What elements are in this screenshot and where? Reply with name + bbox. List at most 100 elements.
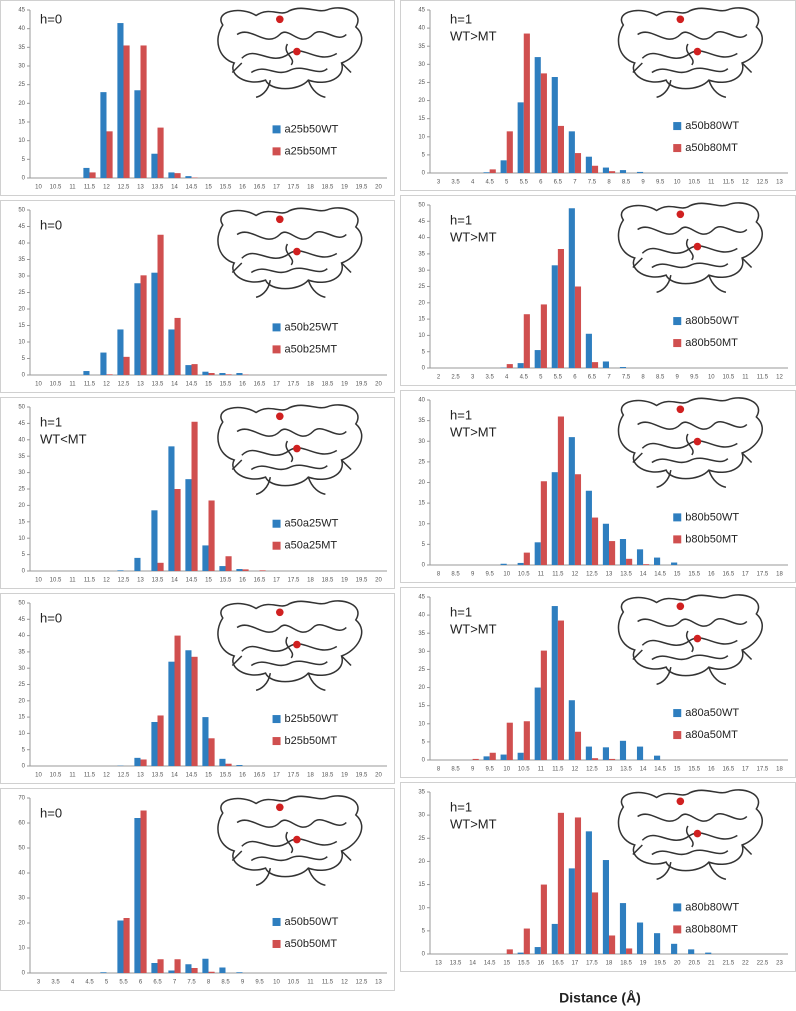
bar bbox=[259, 570, 266, 571]
bar bbox=[106, 131, 113, 178]
residue-marker bbox=[276, 803, 284, 812]
y-tick-label: 40 bbox=[418, 398, 425, 404]
x-tick-label: 12.5 bbox=[586, 572, 598, 578]
annotation: h=0 bbox=[40, 217, 62, 232]
bar bbox=[517, 562, 524, 565]
y-tick-label: 15 bbox=[18, 519, 25, 525]
bar bbox=[540, 304, 547, 368]
bar bbox=[123, 918, 130, 973]
bar bbox=[557, 416, 564, 565]
x-tick-label: 15 bbox=[205, 185, 212, 191]
bar bbox=[619, 903, 627, 954]
x-tick-label: 2.5 bbox=[451, 375, 460, 381]
bar bbox=[557, 125, 564, 173]
y-tick-label: 5 bbox=[22, 747, 26, 753]
y-tick-label: 40 bbox=[18, 871, 25, 877]
y-tick-label: 35 bbox=[418, 251, 425, 257]
y-tick-label: 15 bbox=[18, 715, 25, 721]
protein-structure bbox=[617, 397, 763, 488]
y-tick-label: 50 bbox=[418, 203, 425, 209]
residue-marker bbox=[693, 47, 702, 56]
x-tick-label: 13 bbox=[137, 382, 144, 388]
x-tick-label: 11.5 bbox=[84, 382, 96, 388]
bar bbox=[636, 746, 644, 760]
protein-structure bbox=[217, 600, 363, 691]
bar bbox=[242, 569, 249, 571]
x-tick-label: 12 bbox=[776, 375, 783, 381]
x-tick-label: 8 bbox=[437, 572, 441, 578]
bar bbox=[551, 265, 558, 368]
x-tick-label: 19.5 bbox=[356, 185, 368, 191]
bar bbox=[191, 421, 198, 571]
x-tick-label: 11.5 bbox=[552, 767, 564, 773]
bar bbox=[517, 102, 524, 173]
bar bbox=[489, 752, 496, 760]
annotation: h=1 bbox=[40, 414, 62, 429]
annotation: WT>MT bbox=[450, 424, 497, 439]
x-tick-label: 12 bbox=[341, 980, 348, 986]
bar bbox=[168, 661, 175, 766]
y-tick-label: 0 bbox=[422, 952, 426, 958]
bar bbox=[185, 650, 192, 766]
x-tick-label: 13 bbox=[137, 185, 144, 191]
bar bbox=[83, 167, 90, 178]
bar bbox=[619, 170, 627, 173]
y-tick-label: 25 bbox=[418, 284, 425, 290]
x-tick-label: 21.5 bbox=[722, 961, 734, 967]
y-tick-label: 40 bbox=[18, 437, 25, 443]
residue-marker bbox=[693, 829, 702, 838]
x-tick-label: 8 bbox=[641, 375, 645, 381]
protein-strands bbox=[637, 618, 748, 661]
x-tick-label: 10 bbox=[674, 180, 681, 186]
x-tick-label: 9 bbox=[241, 980, 245, 986]
x-tick-label: 20 bbox=[674, 961, 681, 967]
x-tick-label: 16.5 bbox=[254, 773, 266, 779]
x-tick-label: 6 bbox=[539, 180, 543, 186]
x-tick-label: 14 bbox=[171, 185, 178, 191]
x-tick-label: 9.5 bbox=[485, 572, 494, 578]
x-tick-label: 10.5 bbox=[688, 180, 700, 186]
x-tick-label: 3.5 bbox=[485, 375, 494, 381]
x-tick-label: 7 bbox=[173, 980, 177, 986]
bar bbox=[157, 562, 164, 571]
bar bbox=[609, 935, 616, 954]
protein-outline bbox=[617, 789, 763, 872]
y-tick-label: 5 bbox=[422, 542, 426, 548]
x-tick-label: 13 bbox=[375, 980, 382, 986]
bar bbox=[540, 650, 547, 760]
x-tick-label: 15 bbox=[674, 767, 681, 773]
x-tick-label: 8 bbox=[207, 980, 211, 986]
bar bbox=[609, 758, 616, 760]
bar bbox=[591, 165, 599, 173]
bar bbox=[557, 812, 564, 954]
y-tick-label: 70 bbox=[18, 796, 25, 802]
x-tick-label: 15.5 bbox=[220, 185, 232, 191]
y-tick-label: 20 bbox=[418, 685, 425, 691]
x-tick-label: 18 bbox=[776, 572, 783, 578]
y-tick-label: 25 bbox=[18, 487, 25, 493]
x-tick-label: 14 bbox=[469, 961, 476, 967]
bar bbox=[191, 364, 198, 375]
legend-label: a50b80WT bbox=[685, 120, 739, 132]
x-tick-label: 13 bbox=[137, 578, 144, 584]
x-tick-label: 8 bbox=[607, 180, 611, 186]
x-tick-label: 12 bbox=[742, 180, 749, 186]
x-tick-label: 10 bbox=[35, 578, 42, 584]
y-tick-label: 5 bbox=[422, 152, 426, 158]
protein-tails bbox=[632, 649, 753, 685]
y-tick-label: 35 bbox=[18, 649, 25, 655]
bar bbox=[551, 77, 558, 173]
bar bbox=[208, 971, 215, 973]
bar bbox=[134, 557, 141, 571]
x-tick-label: 19 bbox=[341, 773, 348, 779]
x-tick-label: 10 bbox=[273, 980, 280, 986]
x-tick-label: 15 bbox=[205, 773, 212, 779]
legend-label: a50a25WT bbox=[285, 518, 339, 530]
bar bbox=[151, 272, 158, 375]
legend-label: a80b50WT bbox=[685, 315, 739, 327]
x-tick-label: 10 bbox=[35, 185, 42, 191]
x-tick-label: 11 bbox=[69, 578, 76, 584]
bar bbox=[225, 556, 232, 571]
x-tick-label: 11 bbox=[69, 185, 76, 191]
bar bbox=[585, 746, 592, 760]
